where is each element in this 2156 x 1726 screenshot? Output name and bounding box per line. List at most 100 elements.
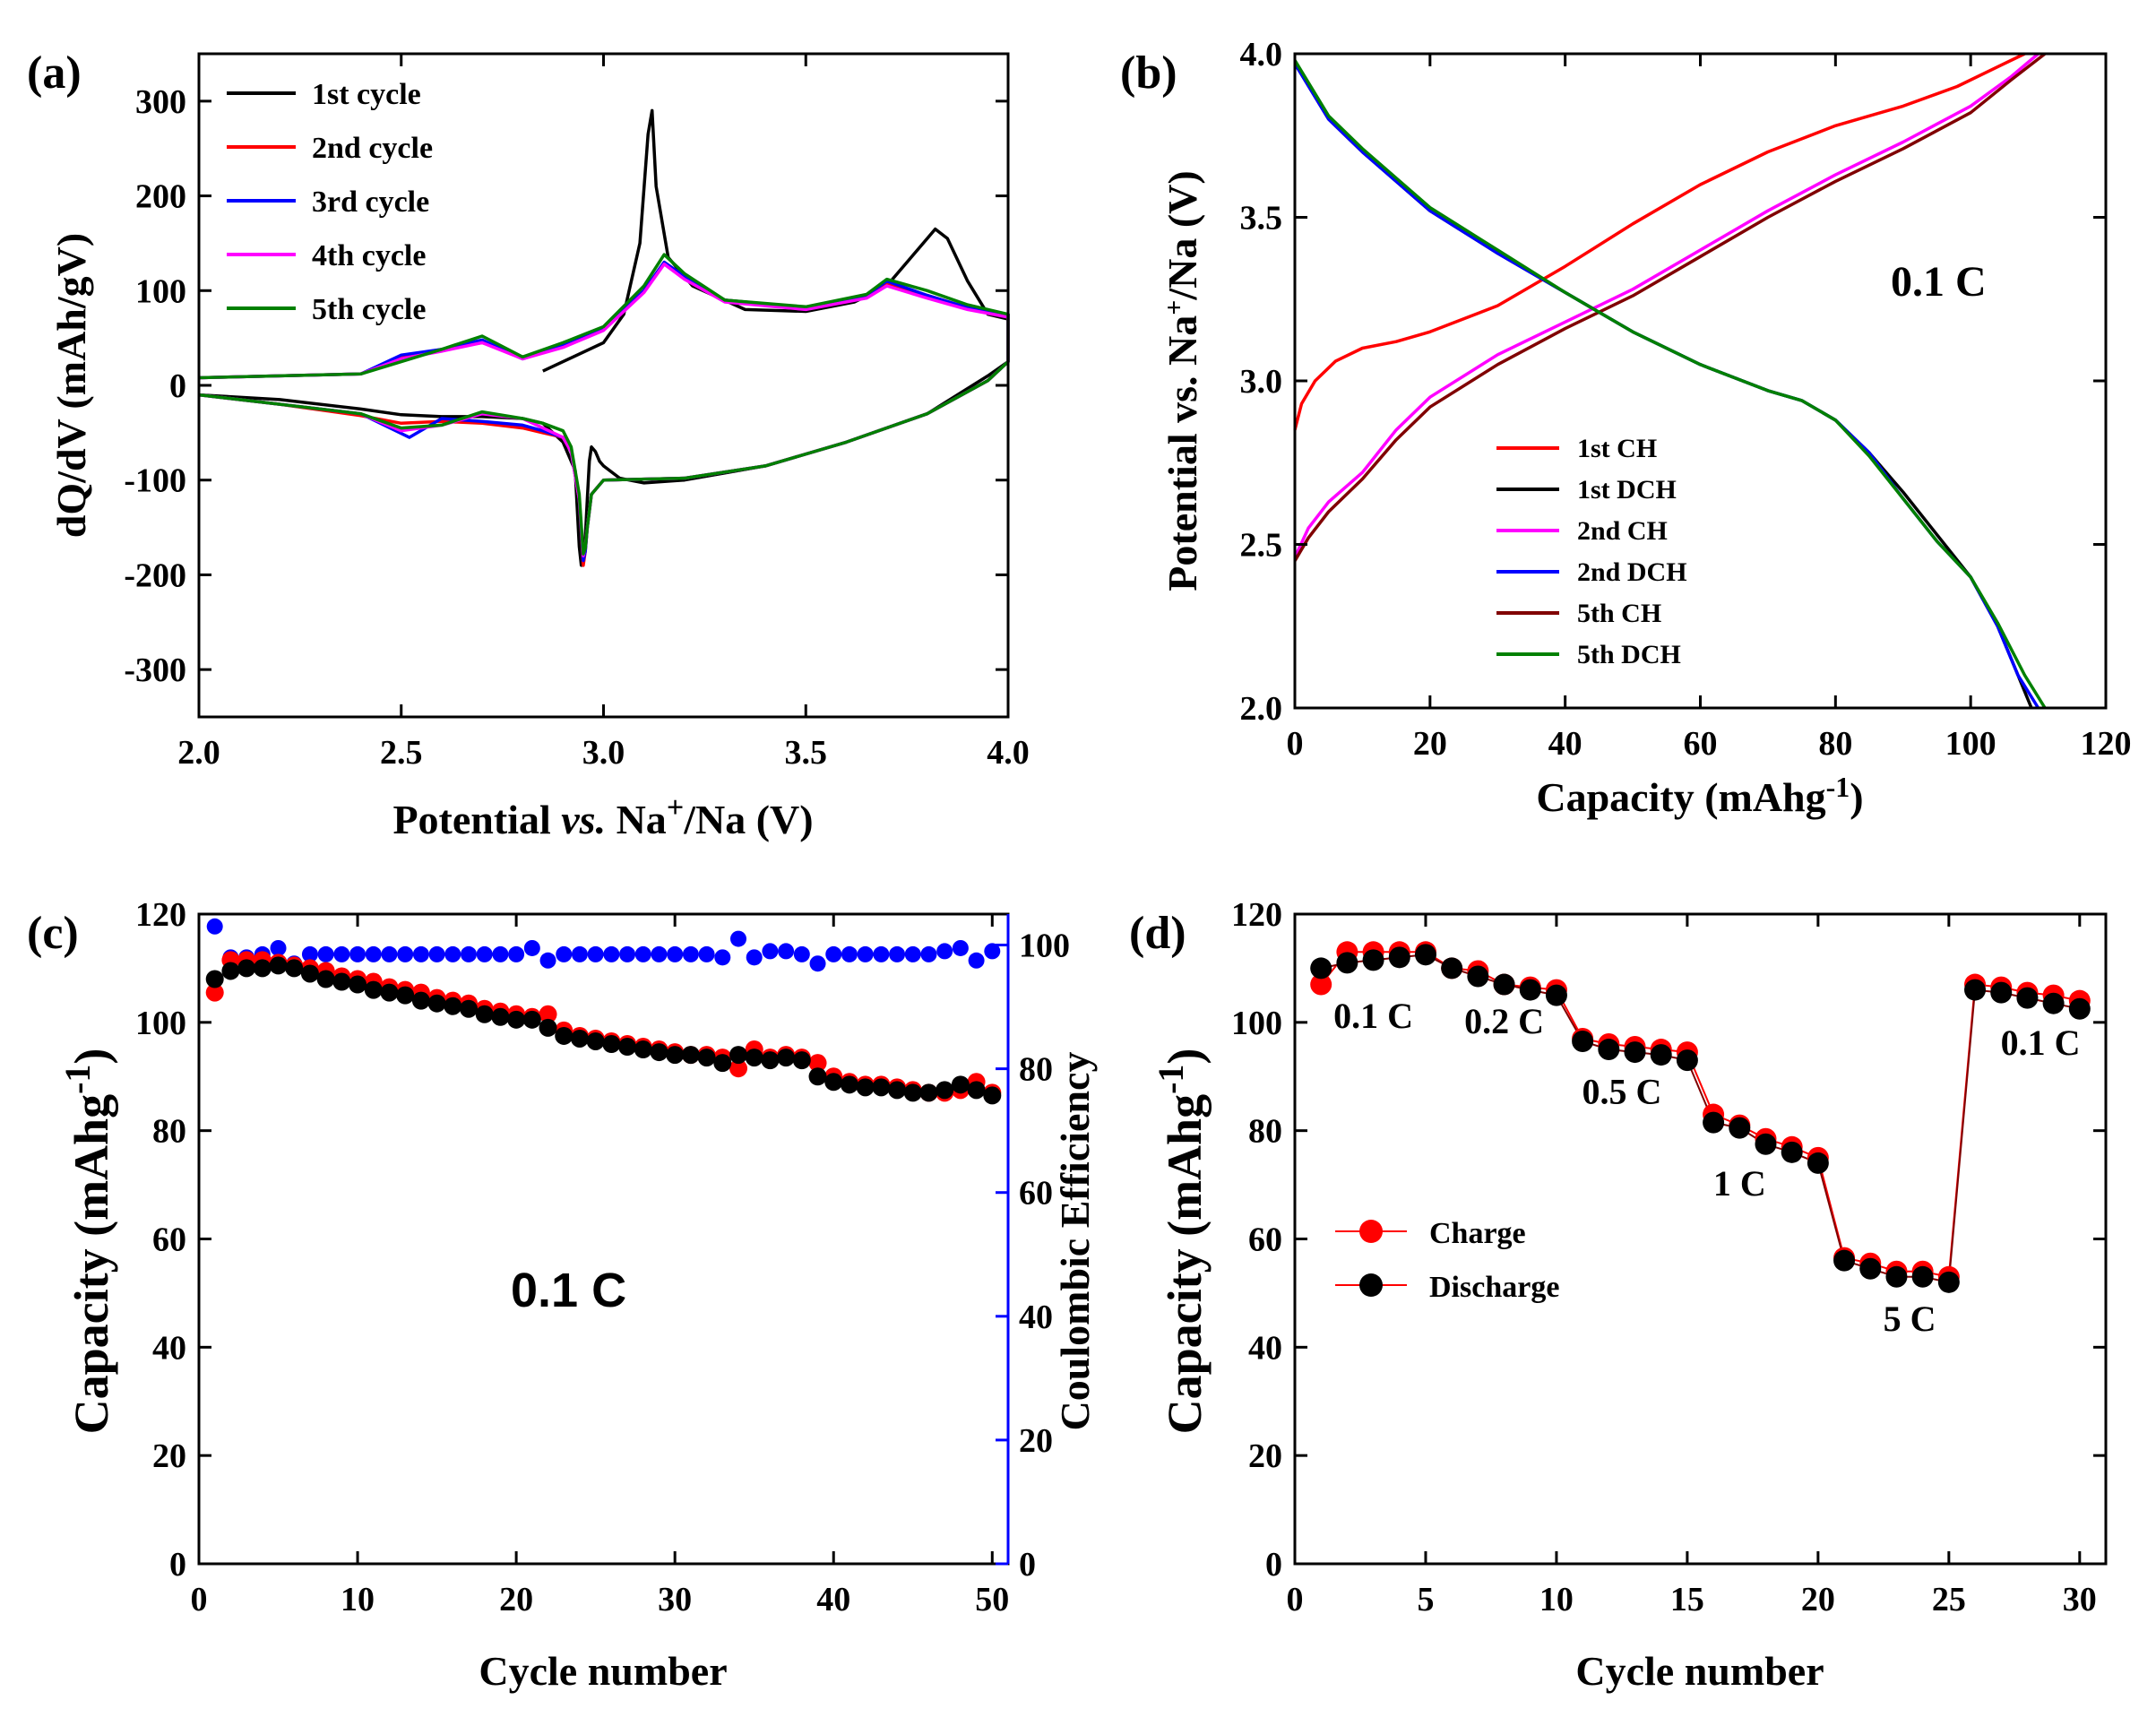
charge-point — [808, 1054, 827, 1073]
ce-point — [365, 945, 382, 962]
x-label-part: Capacity (mAhg — [1536, 774, 1825, 820]
legend-label: Charge — [1429, 1217, 1526, 1250]
discharge-point — [221, 962, 240, 980]
y2-tick-label: 40 — [1019, 1299, 1053, 1336]
discharge-point — [745, 1049, 763, 1067]
y-label-part: -1 — [57, 1065, 98, 1094]
ce-point — [841, 945, 858, 962]
y-label-part: ) — [1158, 1049, 1212, 1065]
x-axis-label: Cycle number — [479, 1648, 727, 1694]
plot-frame-c — [197, 912, 1010, 1566]
charge-point — [1310, 973, 1332, 996]
discharge-point — [936, 1081, 954, 1100]
discharge-point — [1545, 984, 1567, 1006]
discharge-point — [1729, 1117, 1751, 1139]
ce-point — [667, 945, 684, 962]
panel-d: 0 5 10 15 20 25 30 0 20 40 60 80 100 120 0.1 C 0.2 C 0.5… — [1129, 896, 2108, 1694]
discharge-point — [777, 1049, 796, 1067]
discharge-point — [2016, 987, 2039, 1009]
x-tick-label: 100 — [1945, 725, 1996, 763]
ce-point — [920, 945, 937, 962]
discharge-point — [650, 1043, 668, 1062]
y-axis-label: Capacity (mAhg-1) — [57, 1049, 118, 1435]
panel-c: 0 10 20 30 40 50 0 20 40 60 80 100 120 0 20 40 60 80 100 (c… — [27, 896, 1098, 1694]
discharge-point — [507, 1010, 526, 1029]
discharge-point — [840, 1075, 858, 1094]
y2-tick-label: 0 — [1019, 1546, 1036, 1584]
y-tick-label: 2.0 — [1240, 690, 1283, 728]
x-tick-label: 0 — [1287, 1581, 1304, 1618]
y2-tick-label: 20 — [1019, 1422, 1053, 1460]
discharge-point — [919, 1083, 938, 1102]
x-tick-label: 10 — [341, 1581, 375, 1618]
legend-label: 2nd DCH — [1577, 557, 1687, 587]
discharge-point — [237, 959, 256, 978]
discharge-point — [380, 983, 399, 1002]
series-line-5-cycle — [198, 253, 1010, 556]
ce-point — [556, 945, 573, 962]
x-tick-label: 3.0 — [582, 734, 625, 772]
ce-point — [778, 943, 795, 960]
y-tick-label: 200 — [135, 178, 186, 216]
panel-a: 2.0 2.5 3.0 3.5 4.0 -300 -200 -100 0 100 200 300 (a)… — [27, 47, 1030, 842]
y2-tick-label: 100 — [1019, 928, 1070, 965]
y-label-part: + — [1160, 300, 1189, 315]
discharge-point — [253, 959, 272, 978]
x-tick-label: 30 — [658, 1581, 692, 1618]
x-label-part: ) — [1850, 774, 1863, 820]
discharge-point — [1676, 1049, 1698, 1072]
discharge-point — [1414, 944, 1436, 966]
y-tick-label: 80 — [1248, 1113, 1282, 1151]
discharge-point — [618, 1038, 637, 1057]
discharge-point — [396, 986, 415, 1005]
ce-point — [730, 930, 746, 947]
rate-label: 0.1 C — [1333, 996, 1413, 1036]
x-label-part: + — [667, 791, 684, 824]
y-label-part: Potential vs. Na — [1160, 315, 1205, 591]
ce-point — [714, 949, 731, 966]
y-axis-label: Potential vs. Na+/Na (V) — [1160, 170, 1205, 591]
y-tick-label: 2.5 — [1240, 527, 1283, 565]
y-label-part: Capacity (mAhg — [65, 1094, 118, 1434]
discharge-point — [316, 970, 335, 988]
ce-point — [952, 939, 969, 956]
discharge-point — [856, 1078, 875, 1097]
x-tick-label: 4.0 — [987, 734, 1030, 772]
discharge-point — [967, 1081, 986, 1100]
discharge-point — [1650, 1044, 1672, 1066]
ce-point — [397, 945, 414, 962]
discharge-point — [1911, 1265, 1934, 1288]
discharge-point — [903, 1083, 922, 1102]
ce-point — [904, 945, 921, 962]
discharge-point — [586, 1031, 605, 1050]
discharge-point — [1755, 1133, 1777, 1155]
discharge-point — [1807, 1152, 1829, 1174]
ce-point — [857, 945, 874, 962]
legend-label: 1st cycle — [312, 78, 421, 111]
series-line-1st-ch — [1293, 52, 2026, 431]
ce-point — [762, 943, 779, 960]
ce-point — [508, 945, 525, 962]
rate-annotation: 0.1 C — [511, 1264, 626, 1317]
y-tick-label: -300 — [124, 652, 186, 689]
x-axis-label: Potential vs. Na+/Na (V) — [392, 791, 813, 842]
x-tick-label: 25 — [1932, 1581, 1966, 1618]
discharge-point — [205, 970, 224, 988]
x-label-part: -1 — [1826, 771, 1850, 803]
discharge-point — [1310, 957, 1332, 980]
x-label-part: vs. — [561, 797, 606, 842]
discharge-point — [300, 964, 319, 983]
discharge-point — [872, 1078, 891, 1097]
series-line-1st-dch — [1293, 62, 2033, 709]
discharge-point — [1781, 1141, 1803, 1163]
charge-point — [539, 1005, 557, 1023]
discharge-point — [555, 1026, 573, 1045]
discharge-point — [681, 1046, 700, 1065]
discharge-point — [729, 1046, 747, 1065]
ce-point — [603, 945, 620, 962]
ce-point — [889, 945, 906, 962]
discharge-point — [1336, 952, 1358, 974]
y-tick-label: 300 — [135, 83, 186, 121]
x-tick-label: 10 — [1539, 1581, 1574, 1618]
x-tick-label: 2.5 — [380, 734, 423, 772]
